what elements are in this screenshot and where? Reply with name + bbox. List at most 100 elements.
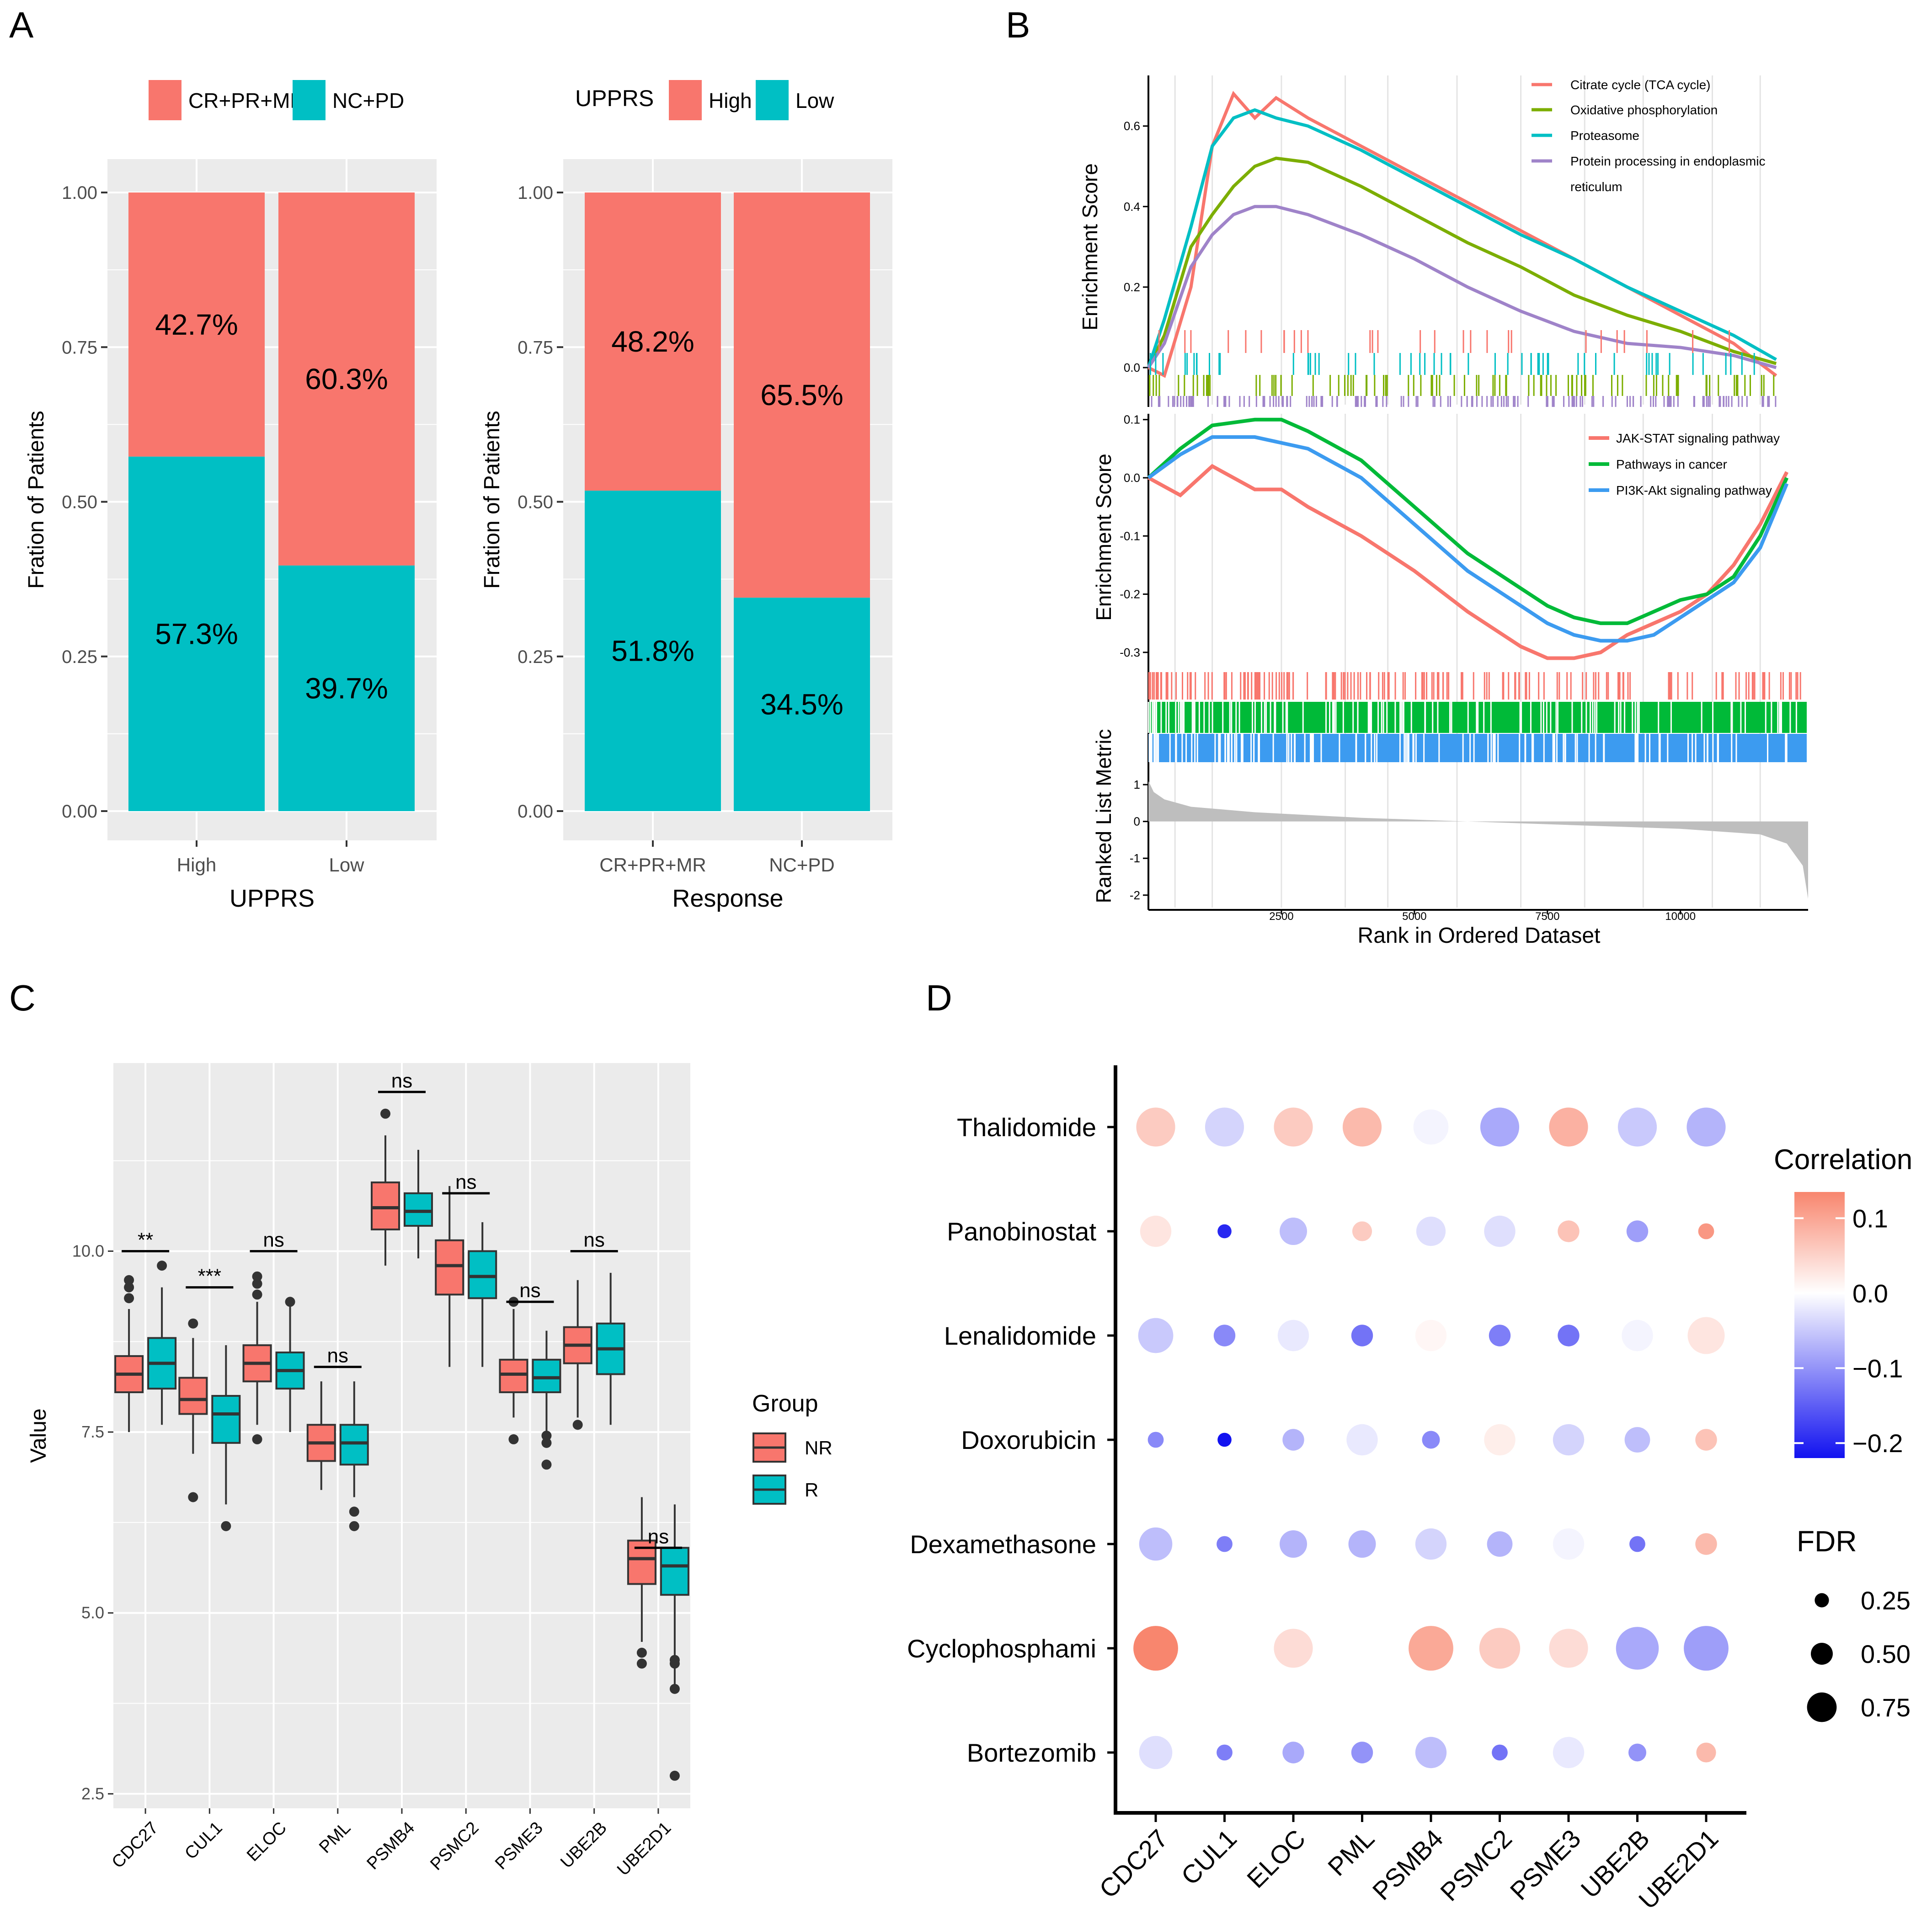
x-tick-label: 10000 bbox=[1665, 910, 1696, 923]
box-outlier bbox=[508, 1434, 519, 1444]
correlation-dot bbox=[1346, 1424, 1378, 1456]
legend-title: UPPRS bbox=[575, 85, 654, 111]
box-outlier bbox=[252, 1271, 262, 1282]
data-label: 42.7% bbox=[155, 308, 238, 341]
box-outlier bbox=[636, 1658, 647, 1669]
series-line bbox=[1147, 435, 1789, 643]
box-body bbox=[499, 1358, 528, 1394]
box-outlier bbox=[349, 1507, 359, 1517]
y-tick-label: 5.0 bbox=[81, 1603, 104, 1622]
box-outlier bbox=[380, 1108, 390, 1119]
box-outlier bbox=[285, 1297, 295, 1307]
x-tick-label: CDC27 bbox=[108, 1818, 162, 1872]
correlation-dot bbox=[1213, 1325, 1236, 1347]
colorbar-label: 0.0 bbox=[1852, 1279, 1888, 1308]
box-outlier bbox=[252, 1289, 262, 1300]
bar-segment-bottom bbox=[278, 565, 415, 811]
y-tick-label: 0.2 bbox=[1124, 280, 1140, 294]
y-tick-label: 0.75 bbox=[518, 337, 553, 358]
fdr-legend-dot bbox=[1811, 1643, 1833, 1665]
bar-segment-bottom bbox=[734, 598, 870, 811]
correlation-dot bbox=[1147, 1432, 1164, 1448]
significance-label: ns bbox=[455, 1171, 476, 1193]
correlation-dot bbox=[1617, 1107, 1657, 1147]
correlation-dot bbox=[1217, 1536, 1233, 1552]
colorbar-label: −0.2 bbox=[1852, 1429, 1903, 1458]
y-tick-label: Panobinostat bbox=[947, 1217, 1096, 1246]
y-tick-label: -1 bbox=[1130, 851, 1140, 865]
legend-label: CR+PR+MR bbox=[188, 89, 305, 112]
y-axis-title: Enrichment Score bbox=[1092, 454, 1115, 621]
correlation-dot bbox=[1346, 1632, 1378, 1664]
series-line bbox=[1147, 108, 1777, 369]
legend-label: NR bbox=[805, 1437, 833, 1459]
box-outlier bbox=[252, 1278, 262, 1289]
fdr-legend-label: 0.75 bbox=[1861, 1693, 1911, 1722]
correlation-dot bbox=[1695, 1533, 1717, 1555]
correlation-dot bbox=[1282, 1429, 1304, 1451]
correlation-dot bbox=[1686, 1107, 1726, 1147]
y-tick-label: 0.50 bbox=[518, 492, 553, 513]
legend-label: Protein processing in endoplasmic reticul… bbox=[1570, 154, 1765, 194]
significance-label: ns bbox=[327, 1345, 348, 1367]
correlation-dot bbox=[1484, 1424, 1516, 1456]
correlation-dot bbox=[1549, 1629, 1588, 1668]
correlation-dot bbox=[1280, 1530, 1307, 1558]
y-tick-label: 0.0 bbox=[1124, 361, 1140, 374]
y-tick-label: -0.1 bbox=[1120, 529, 1140, 543]
bar-segment-bottom bbox=[128, 456, 265, 811]
correlation-dot bbox=[1217, 1224, 1232, 1239]
y-tick-label: 0 bbox=[1134, 815, 1140, 828]
correlation-dot bbox=[1409, 1626, 1453, 1671]
significance-label: ns bbox=[583, 1229, 604, 1251]
box-outlier bbox=[124, 1293, 134, 1304]
legend-label: Proteasome bbox=[1570, 128, 1639, 143]
legend-label: JAK-STAT signaling pathway bbox=[1616, 431, 1780, 445]
x-tick-label: NC+PD bbox=[769, 854, 835, 876]
y-tick-label: 0.25 bbox=[62, 647, 97, 667]
x-tick-label: CR+PR+MR bbox=[599, 854, 706, 876]
box-outlier bbox=[541, 1431, 552, 1441]
correlation-dot bbox=[1351, 1325, 1373, 1347]
correlation-dot bbox=[1348, 1530, 1376, 1558]
correlation-dot bbox=[1487, 1531, 1513, 1557]
y-tick-label: 1.00 bbox=[518, 183, 553, 203]
y-tick-label: 0.75 bbox=[62, 337, 97, 358]
x-tick-label: CDC27 bbox=[1094, 1824, 1173, 1903]
bar-segment-top bbox=[278, 192, 415, 566]
correlation-dot bbox=[1415, 1320, 1447, 1352]
legend-swatch bbox=[293, 80, 326, 120]
legend-label: Citrate cycle (TCA cycle) bbox=[1570, 78, 1711, 92]
legend-label: R bbox=[805, 1479, 818, 1501]
correlation-dot bbox=[1274, 1107, 1313, 1147]
data-label: 48.2% bbox=[611, 325, 694, 358]
x-tick-label: 7500 bbox=[1535, 910, 1559, 923]
panel-label-b: B bbox=[1006, 5, 1030, 45]
data-label: 51.8% bbox=[611, 635, 694, 668]
y-tick-label: 0.6 bbox=[1124, 119, 1140, 133]
significance-label: *** bbox=[198, 1265, 221, 1288]
correlation-dot bbox=[1139, 1736, 1173, 1769]
box-body bbox=[435, 1239, 464, 1296]
box-outlier bbox=[349, 1521, 359, 1531]
legend-title: FDR bbox=[1797, 1525, 1857, 1558]
correlation-dot bbox=[1422, 1431, 1440, 1449]
y-axis-title: Fration of Patients bbox=[24, 411, 48, 589]
x-tick-label: PSMB4 bbox=[1367, 1824, 1449, 1906]
legend-label: PI3K-Akt signaling pathway bbox=[1616, 483, 1772, 497]
y-tick-label: Cyclophosphami bbox=[907, 1634, 1096, 1663]
correlation-dot bbox=[1553, 1528, 1585, 1560]
box-outlier bbox=[669, 1655, 680, 1665]
y-tick-label: 0.0 bbox=[1124, 471, 1140, 485]
legend-label: Pathways in cancer bbox=[1616, 457, 1727, 471]
ranked-metric-area bbox=[1148, 781, 1808, 899]
x-tick-label: UBE2B bbox=[557, 1818, 611, 1872]
colorbar-label: −0.1 bbox=[1852, 1354, 1903, 1383]
correlation-dot bbox=[1415, 1528, 1447, 1560]
x-tick-label: 2500 bbox=[1269, 910, 1293, 923]
series-line bbox=[1147, 205, 1777, 369]
box-outlier bbox=[252, 1434, 262, 1444]
panel-a-right: 0.00 0.25 0.50 0.75 1.00 48.2% 51.8% CR+PR+MR 65… bbox=[480, 80, 892, 912]
x-tick-label: High bbox=[177, 854, 216, 876]
plot-background bbox=[1148, 75, 1808, 407]
